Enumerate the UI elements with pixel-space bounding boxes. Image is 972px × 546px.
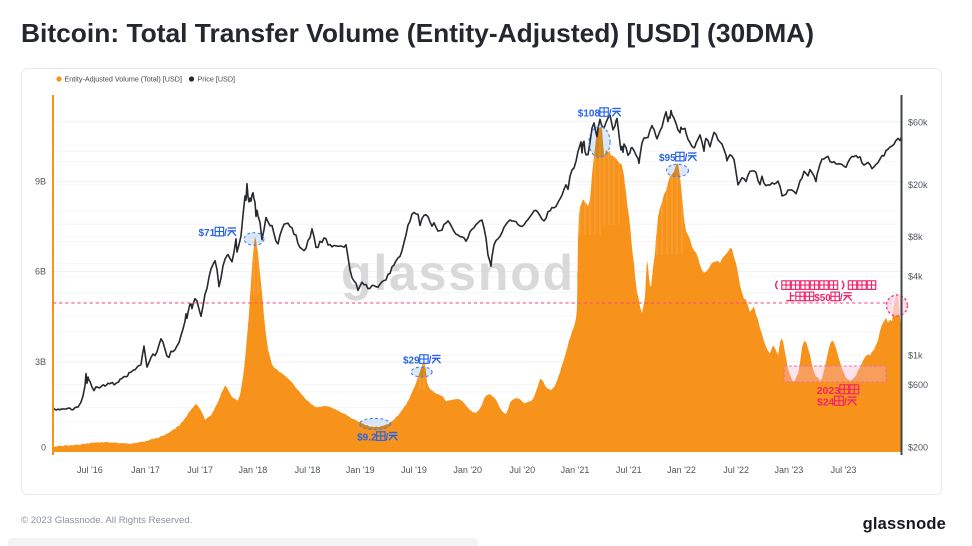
svg-text:© 2023 Glassnode. All Rights R: © 2023 Glassnode. All Rights Reserved.: [21, 515, 192, 526]
svg-text:Jan '23: Jan '23: [775, 465, 804, 475]
svg-text:$9.2: $9.2: [357, 433, 377, 444]
svg-text:Jul '20: Jul '20: [509, 465, 535, 475]
svg-text:$20k: $20k: [908, 180, 928, 190]
svg-text:/: /: [429, 356, 432, 367]
svg-text:6B: 6B: [35, 267, 46, 277]
svg-text:Jan '19: Jan '19: [346, 465, 375, 475]
svg-text:$29: $29: [403, 356, 420, 367]
svg-text:Jul '23: Jul '23: [831, 465, 857, 475]
svg-text:3B: 3B: [35, 357, 46, 367]
svg-text:Jul '18: Jul '18: [295, 465, 321, 475]
svg-text:$1k: $1k: [908, 351, 923, 361]
svg-text:/: /: [609, 109, 612, 120]
svg-text:Jul '16: Jul '16: [77, 465, 103, 475]
svg-text:Entity-Adjusted Volume (Total): Entity-Adjusted Volume (Total) [USD]: [65, 75, 182, 84]
svg-text:$200: $200: [908, 442, 928, 452]
svg-text:$24: $24: [817, 397, 835, 409]
svg-text:Bitcoin: Total Transfer Volume: Bitcoin: Total Transfer Volume (Entity-A…: [21, 18, 814, 48]
svg-text:Jan '20: Jan '20: [453, 465, 482, 475]
svg-text:/: /: [840, 293, 843, 304]
svg-text:$108: $108: [578, 109, 601, 120]
svg-text:glassnode: glassnode: [341, 245, 605, 301]
svg-text:9B: 9B: [35, 176, 46, 186]
svg-text:$4k: $4k: [908, 272, 923, 282]
svg-text:$60k: $60k: [908, 117, 928, 127]
svg-text:Jan '17: Jan '17: [131, 465, 160, 475]
svg-text:Price [USD]: Price [USD]: [198, 75, 236, 84]
svg-text:$95: $95: [659, 153, 676, 164]
svg-text:Jul '19: Jul '19: [401, 465, 427, 475]
svg-text:Jan '21: Jan '21: [561, 465, 590, 475]
svg-text:$50: $50: [814, 293, 831, 304]
svg-text:/: /: [844, 397, 847, 409]
svg-text:Jan '22: Jan '22: [667, 465, 696, 475]
svg-text:2023: 2023: [817, 385, 841, 397]
svg-text:glassnode: glassnode: [863, 515, 946, 533]
svg-text:/: /: [224, 228, 227, 239]
svg-text:/: /: [386, 433, 389, 444]
svg-text:$600: $600: [908, 380, 928, 390]
svg-text:Jul '17: Jul '17: [187, 465, 213, 475]
svg-text:$71: $71: [199, 228, 216, 239]
svg-text:$8k: $8k: [908, 232, 923, 242]
svg-text:Jul '21: Jul '21: [616, 465, 642, 475]
svg-text:Jan '18: Jan '18: [239, 465, 268, 475]
svg-text:Jul '22: Jul '22: [723, 465, 749, 475]
svg-text:0: 0: [41, 443, 46, 453]
svg-text:/: /: [685, 153, 688, 164]
